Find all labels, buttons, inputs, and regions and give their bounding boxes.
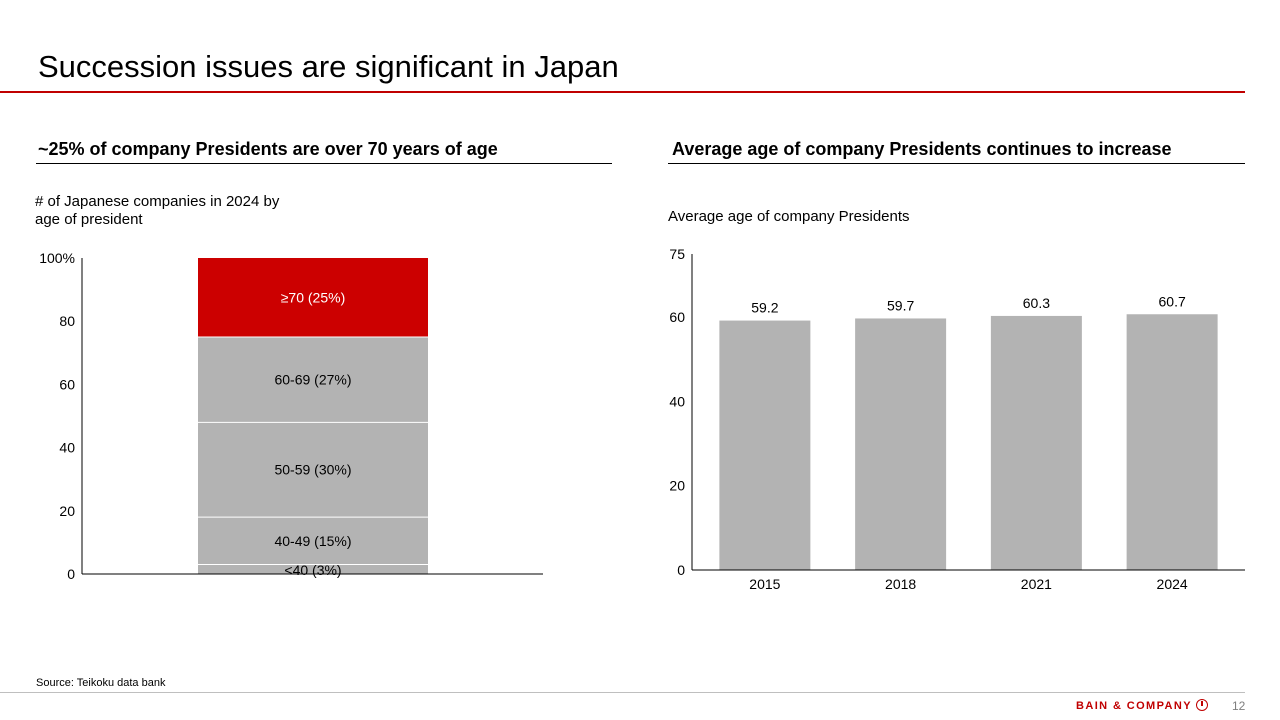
bar-data-label: 60.7 <box>1159 293 1186 309</box>
bar <box>855 318 947 570</box>
segment-data-label: 40-49 (15%) <box>274 533 351 549</box>
y-tick-label: 20 <box>669 478 685 494</box>
bar <box>719 320 811 570</box>
y-tick-label: 75 <box>669 246 685 262</box>
y-tick-label: 60 <box>669 309 685 325</box>
logo-mark-icon <box>1195 699 1208 711</box>
title-divider <box>0 91 1245 93</box>
stacked-bar-segment <box>198 517 428 565</box>
y-tick-label: 0 <box>677 562 685 578</box>
page-number: 12 <box>1232 699 1246 713</box>
stacked-bar-segment <box>198 422 428 518</box>
y-tick-label: 0 <box>67 566 75 582</box>
page-title: Succession issues are significant in Jap… <box>38 49 619 84</box>
logo-text: BAIN & COMPANY <box>1076 700 1192 712</box>
y-tick-label: 20 <box>59 503 75 519</box>
x-tick-label: 2024 <box>1157 576 1188 592</box>
bar <box>990 315 1082 570</box>
y-tick-label: 80 <box>59 313 75 329</box>
left-chart-subtitle-line1: # of Japanese companies in 2024 by <box>35 193 280 210</box>
company-logo: BAIN & COMPANY <box>1076 699 1208 712</box>
bar-data-label: 60.3 <box>1023 295 1050 311</box>
y-tick-label: 60 <box>59 376 75 392</box>
stacked-bar-segment <box>198 337 428 423</box>
segment-data-label: 60-69 (27%) <box>274 372 351 388</box>
left-chart-subtitle-line2: age of president <box>35 211 143 228</box>
y-tick-label: 40 <box>59 440 75 456</box>
right-section-divider <box>668 163 1245 164</box>
footer-divider <box>0 692 1245 693</box>
left-section-heading: ~25% of company Presidents are over 70 y… <box>38 139 498 159</box>
y-tick-label: 100% <box>39 250 75 266</box>
segment-data-label: 50-59 (30%) <box>274 462 351 478</box>
bar <box>1126 314 1218 570</box>
bar-data-label: 59.7 <box>887 297 914 313</box>
x-tick-label: 2021 <box>1021 576 1052 592</box>
right-chart-subtitle: Average age of company Presidents <box>668 208 910 225</box>
segment-data-label: ≥70 (25%) <box>281 290 346 306</box>
y-tick-label: 40 <box>669 393 685 409</box>
left-section-divider <box>36 163 612 164</box>
x-tick-label: 2018 <box>885 576 916 592</box>
source-note: Source: Teikoku data bank <box>36 677 166 689</box>
right-section-heading: Average age of company Presidents contin… <box>672 139 1172 159</box>
bar-data-label: 59.2 <box>751 300 778 316</box>
stacked-bar-segment <box>198 258 428 337</box>
x-tick-label: 2015 <box>749 576 780 592</box>
stacked-bar-segment <box>198 564 428 574</box>
left-chart-subtitle: # of Japanese companies in 2024 by age o… <box>35 193 279 229</box>
